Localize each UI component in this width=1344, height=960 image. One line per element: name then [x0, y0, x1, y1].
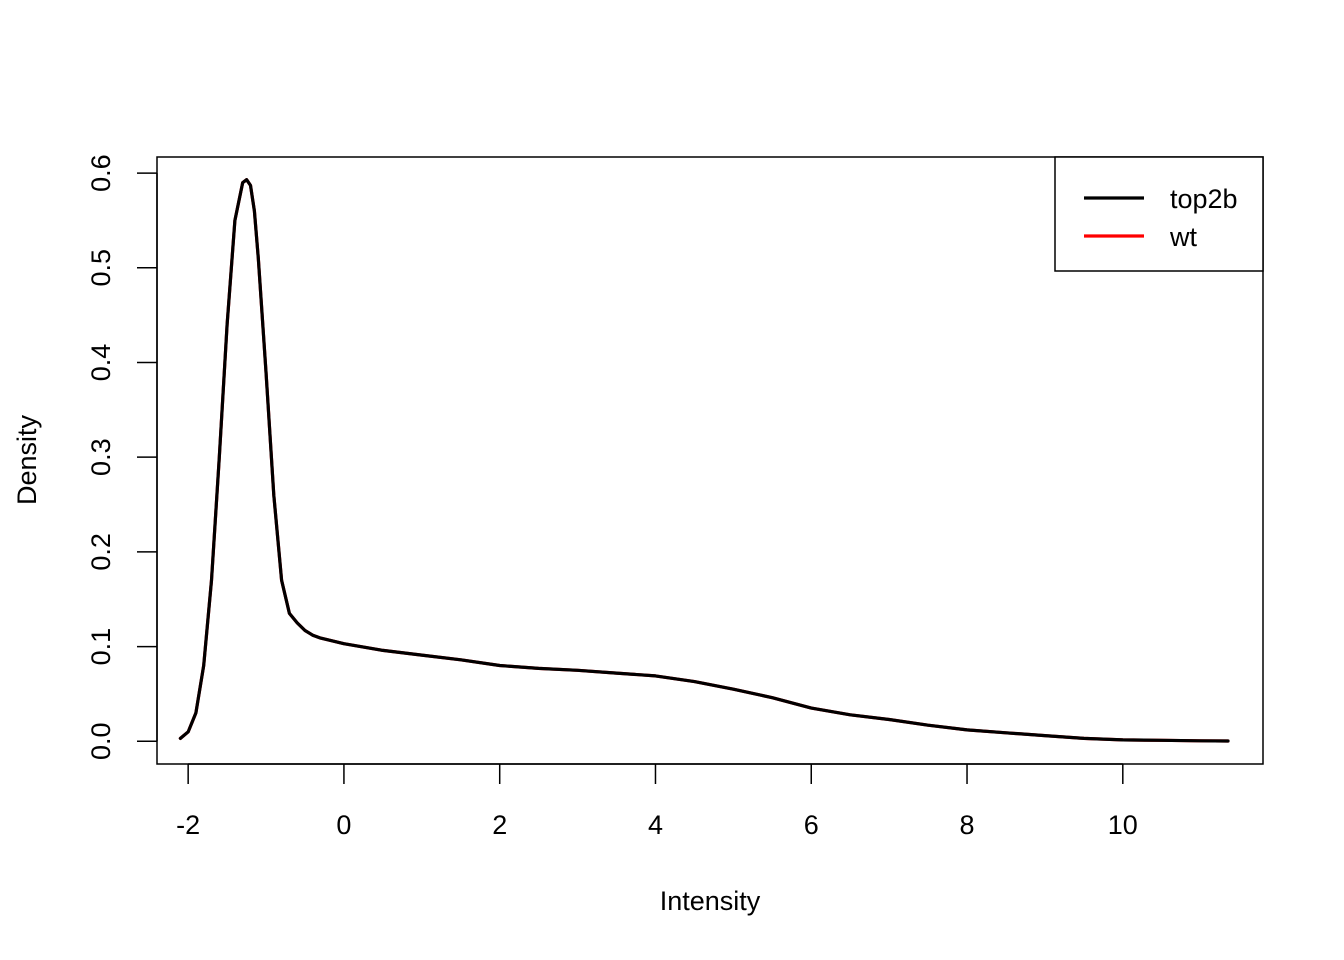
series-line-top2b — [178, 178, 1230, 743]
x-tick-label: 0 — [336, 810, 351, 840]
y-tick-label: 0.2 — [86, 533, 116, 571]
x-tick-label: 4 — [648, 810, 663, 840]
x-tick-label: 6 — [804, 810, 819, 840]
x-tick-label: -2 — [176, 810, 200, 840]
y-tick-label: 0.0 — [86, 722, 116, 760]
legend-label-top2b: top2b — [1170, 184, 1238, 214]
series-layer — [178, 178, 1230, 743]
x-axis: -2 0 2 4 6 8 10 — [176, 763, 1138, 840]
y-tick-label: 0.5 — [86, 249, 116, 287]
legend-box — [1054, 156, 1264, 272]
legend: top2b wt — [1054, 156, 1264, 272]
y-axis-title: Density — [12, 414, 42, 505]
y-axis: 0.0 0.1 0.2 0.3 0.4 0.5 0.6 — [86, 154, 158, 760]
y-tick-label: 0.6 — [86, 154, 116, 192]
x-tick-label: 10 — [1108, 810, 1138, 840]
y-tick-label: 0.1 — [86, 628, 116, 666]
x-tick-label: 2 — [492, 810, 507, 840]
y-tick-label: 0.3 — [86, 438, 116, 476]
legend-label-wt: wt — [1169, 222, 1197, 252]
x-axis-title: Intensity — [660, 886, 761, 916]
y-tick-label: 0.4 — [86, 344, 116, 382]
x-tick-label: 8 — [960, 810, 975, 840]
